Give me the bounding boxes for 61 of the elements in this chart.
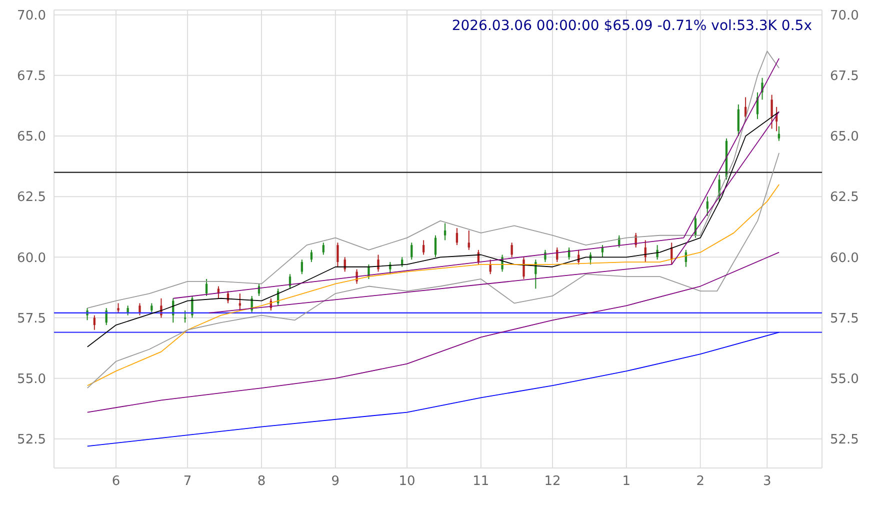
x-tick-label: 12 xyxy=(544,474,561,490)
candlestick xyxy=(422,240,425,256)
y2-tick-label: 65.0 xyxy=(830,130,859,145)
candlestick xyxy=(456,228,458,246)
x-tick-label: 7 xyxy=(183,474,192,490)
y-tick-label: 65.0 xyxy=(17,130,46,145)
y2-tick-label: 60.0 xyxy=(830,250,859,266)
y-tick-label: 70.0 xyxy=(17,8,46,24)
candlestick xyxy=(300,259,304,275)
candlestick xyxy=(706,196,708,216)
y2-tick-label: 62.5 xyxy=(830,190,859,206)
x-tick-label: 1 xyxy=(622,474,631,490)
candlestick xyxy=(522,256,525,280)
candlestick xyxy=(444,222,446,241)
x-tick-label: 2 xyxy=(696,474,704,490)
y-tick-label: 67.5 xyxy=(17,69,46,84)
y2-tick-label: 55.0 xyxy=(830,372,859,387)
x-tick-label: 10 xyxy=(398,474,416,490)
candlestick xyxy=(322,242,324,256)
y-tick-label: 60.0 xyxy=(17,250,46,266)
x-tick-label: 11 xyxy=(472,474,490,490)
y2-tick-label: 57.5 xyxy=(830,311,859,326)
line-series xyxy=(86,252,780,413)
candlestick xyxy=(770,94,773,130)
candlestick xyxy=(138,302,141,316)
candlestick xyxy=(377,254,380,272)
candlestick xyxy=(238,293,241,311)
candlestick xyxy=(205,278,208,296)
candlestick xyxy=(401,256,404,268)
x-tick-label: 8 xyxy=(257,474,266,490)
candlestick xyxy=(93,314,96,330)
text: 2026.03.06 00:00:00 $65.09 -0.71% vol:53.3K 0.5x xyxy=(452,18,812,34)
y-tick-label: 62.5 xyxy=(17,190,46,206)
candlestick xyxy=(718,174,720,202)
x-tick-label: 3 xyxy=(763,474,772,490)
y2-tick-label: 70.0 xyxy=(830,8,859,24)
candlestick xyxy=(510,242,513,258)
candlestick xyxy=(117,302,120,314)
candlestick xyxy=(389,262,392,275)
candlestick xyxy=(778,126,780,142)
candlestick xyxy=(86,308,88,321)
candlestick xyxy=(737,104,740,137)
candlestick xyxy=(434,234,437,258)
y-tick-label: 55.0 xyxy=(17,372,46,387)
candlestick xyxy=(126,305,129,316)
line-series xyxy=(86,332,780,447)
y-tick-label: 57.5 xyxy=(17,311,46,326)
x-tick-label: 6 xyxy=(112,474,120,490)
candlestick xyxy=(150,302,153,314)
line-series xyxy=(86,111,780,348)
line-series xyxy=(86,50,780,309)
candlestick xyxy=(544,249,546,263)
y-tick-label: 52.5 xyxy=(17,432,46,448)
x-tick-label: 9 xyxy=(331,474,340,490)
candlestick xyxy=(468,230,470,250)
candlestick xyxy=(656,244,658,260)
candlestick xyxy=(310,249,313,263)
y2-tick-label: 67.5 xyxy=(830,69,859,84)
candlestick xyxy=(336,242,339,268)
candlestick xyxy=(410,242,413,260)
y2-tick-label: 52.5 xyxy=(830,432,859,448)
